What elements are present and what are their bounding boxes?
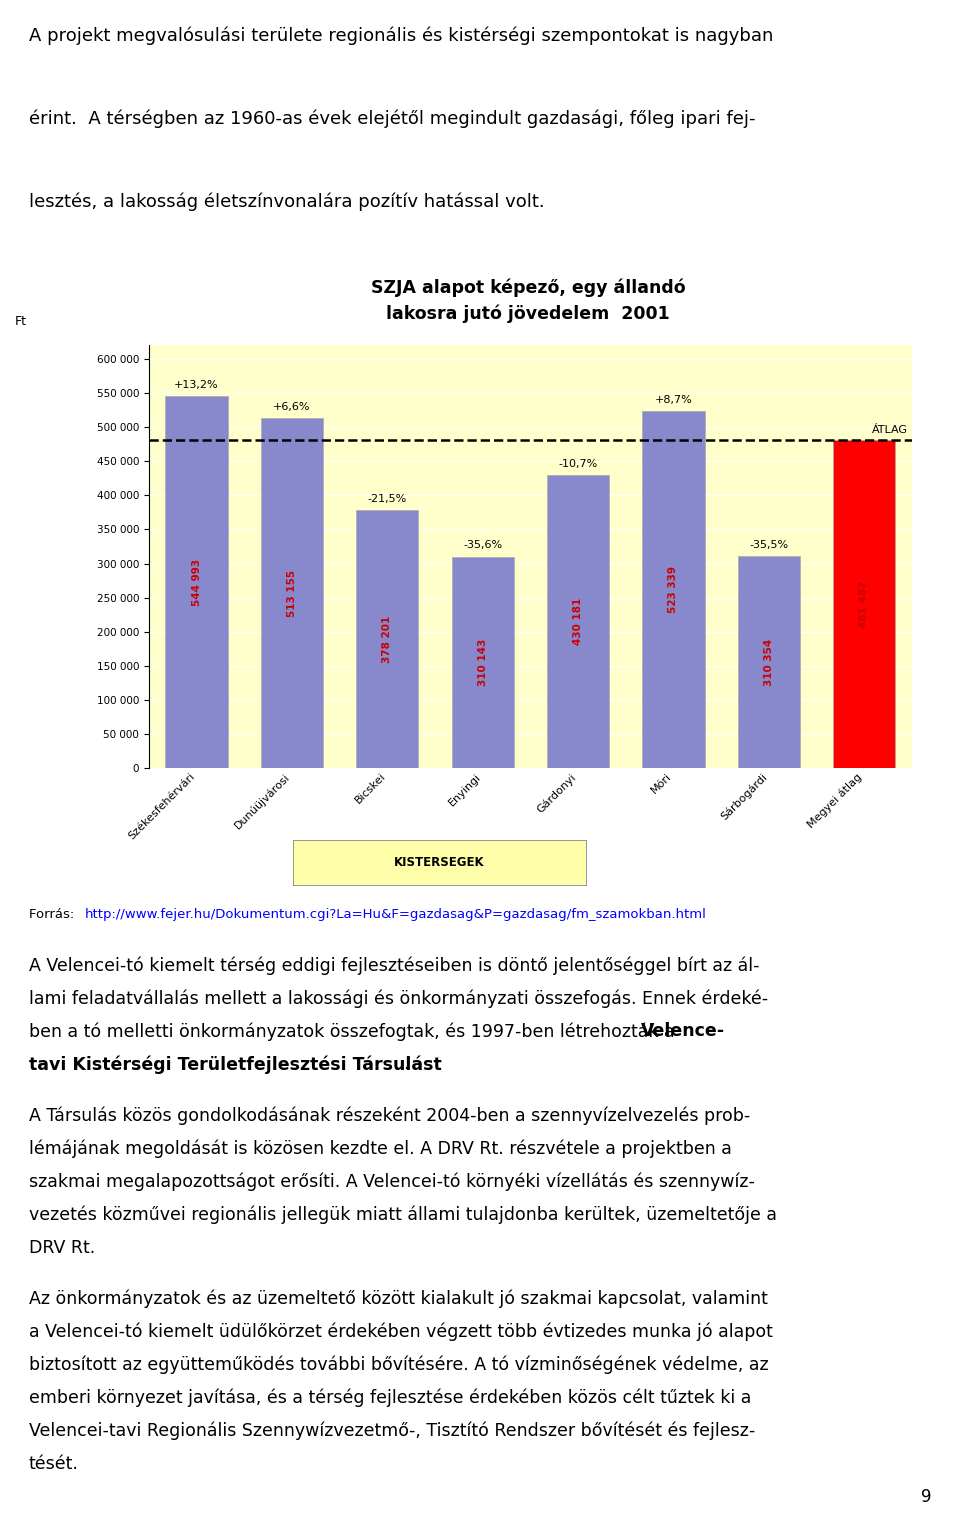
Text: lesztés, a lakosság életszínvonalára pozítív hatással volt.: lesztés, a lakosság életszínvonalára poz…	[29, 192, 544, 210]
Bar	[738, 557, 800, 768]
Text: 430 181: 430 181	[573, 598, 583, 645]
Text: +8,7%: +8,7%	[655, 395, 692, 405]
Bar	[261, 418, 323, 768]
Text: +13,2%: +13,2%	[174, 380, 219, 391]
Text: Megyei átlag: Megyei átlag	[805, 771, 864, 830]
Text: Székesfehérvári: Székesfehérvári	[126, 771, 197, 841]
Text: +6,6%: +6,6%	[274, 402, 311, 412]
Text: Az önkormányzatok és az üzemeltető között kialakult jó szakmai kapcsolat, valami: Az önkormányzatok és az üzemeltető közöt…	[29, 1290, 768, 1308]
Text: 9: 9	[921, 1488, 931, 1506]
Text: 523 339: 523 339	[668, 566, 679, 613]
Text: SZJA alapot képező, egy állandó
lakosra jutó jövedelem  2001: SZJA alapot képező, egy állandó lakosra …	[371, 278, 685, 322]
Text: http://www.fejer.hu/Dokumentum.cgi?La=Hu&F=gazdasag&P=gazdasag/fm_szamokban.html: http://www.fejer.hu/Dokumentum.cgi?La=Hu…	[84, 908, 707, 920]
Text: 481 487: 481 487	[859, 580, 870, 628]
Text: lémájának megoldását is közösen kezdte el. A DRV Rt. részvétele a projektben a: lémájának megoldását is közösen kezdte e…	[29, 1139, 732, 1157]
Text: Enyingi: Enyingi	[446, 771, 483, 808]
Text: vezetés közművei regionális jellegük miatt állami tulajdonba kerültek, üzemeltet: vezetés közművei regionális jellegük mia…	[29, 1206, 777, 1224]
Bar	[356, 510, 419, 768]
Text: A Társulás közös gondolkodásának részeként 2004-ben a szennyvízelvezelés prob-: A Társulás közös gondolkodásának részeké…	[29, 1106, 750, 1126]
Text: .: .	[403, 1056, 408, 1074]
Text: A projekt megvalósulási területe regionális és kistérségi szempontokat is nagyba: A projekt megvalósulási területe regioná…	[29, 27, 773, 46]
Text: érint.  A térségben az 1960-as évek elejétől megindult gazdasági, főleg ipari fe: érint. A térségben az 1960-as évek elejé…	[29, 110, 756, 128]
Text: -21,5%: -21,5%	[368, 494, 407, 503]
Text: Forrás:: Forrás:	[29, 908, 79, 920]
Text: -35,6%: -35,6%	[463, 540, 502, 551]
Text: Sárbogárdi: Sárbogárdi	[718, 771, 769, 821]
Text: 544 993: 544 993	[191, 558, 202, 605]
Text: 310 143: 310 143	[478, 639, 488, 686]
Text: Móri: Móri	[649, 771, 674, 795]
Bar	[165, 397, 228, 768]
Text: 310 354: 310 354	[764, 639, 774, 686]
Bar	[833, 440, 896, 768]
Text: DRV Rt.: DRV Rt.	[29, 1238, 95, 1256]
Text: ÁTLAG: ÁTLAG	[873, 424, 908, 435]
Bar	[547, 475, 609, 768]
Text: Ft: Ft	[15, 315, 27, 329]
Bar	[642, 411, 705, 768]
Text: szakmai megalapozottságot erősíti. A Velencei-tó környéki vízellátás és szennywí: szakmai megalapozottságot erősíti. A Vel…	[29, 1173, 755, 1191]
Text: 513 155: 513 155	[287, 569, 297, 616]
Text: ben a tó melletti önkormányzatok összefogtak, és 1997-ben létrehozták a: ben a tó melletti önkormányzatok összefo…	[29, 1022, 680, 1040]
Text: -10,7%: -10,7%	[559, 459, 598, 468]
Text: A Velencei-tó kiemelt térség eddigi fejlesztéseiben is döntő jelentőséggel bírt : A Velencei-tó kiemelt térség eddigi fejl…	[29, 957, 759, 975]
Text: lami feladatvállalás mellett a lakossági és önkormányzati összefogás. Ennek érde: lami feladatvállalás mellett a lakossági…	[29, 989, 768, 1008]
Text: biztosított az együtteműködés további bővítésére. A tó vízminőségének védelme, a: biztosított az együtteműködés további bő…	[29, 1355, 768, 1373]
Text: 378 201: 378 201	[382, 616, 393, 663]
Bar	[452, 557, 514, 768]
Text: tavi Kistérségi Területfejlesztési Társulást: tavi Kistérségi Területfejlesztési Társu…	[29, 1056, 442, 1074]
Text: -35,5%: -35,5%	[750, 540, 788, 551]
Text: Velence-: Velence-	[641, 1022, 725, 1040]
Text: KISTERSEGEK: KISTERSEGEK	[394, 856, 485, 868]
Text: Dunúüjvárosi: Dunúüjvárosi	[232, 771, 292, 830]
Text: Bicskei: Bicskei	[353, 771, 387, 806]
Text: Gárdonyi: Gárdonyi	[535, 771, 578, 815]
Text: tését.: tését.	[29, 1454, 79, 1472]
Text: Velencei-tavi Regionális Szennywízvezetmő-, Tisztító Rendszer bővítését és fejle: Velencei-tavi Regionális Szennywízvezetm…	[29, 1422, 756, 1440]
Text: a Velencei-tó kiemelt üdülőkörzet érdekében végzett több évtizedes munka jó alap: a Velencei-tó kiemelt üdülőkörzet érdeké…	[29, 1323, 773, 1342]
Text: emberi környezet javítása, és a térség fejlesztése érdekében közös célt tűztek k: emberi környezet javítása, és a térség f…	[29, 1389, 751, 1407]
